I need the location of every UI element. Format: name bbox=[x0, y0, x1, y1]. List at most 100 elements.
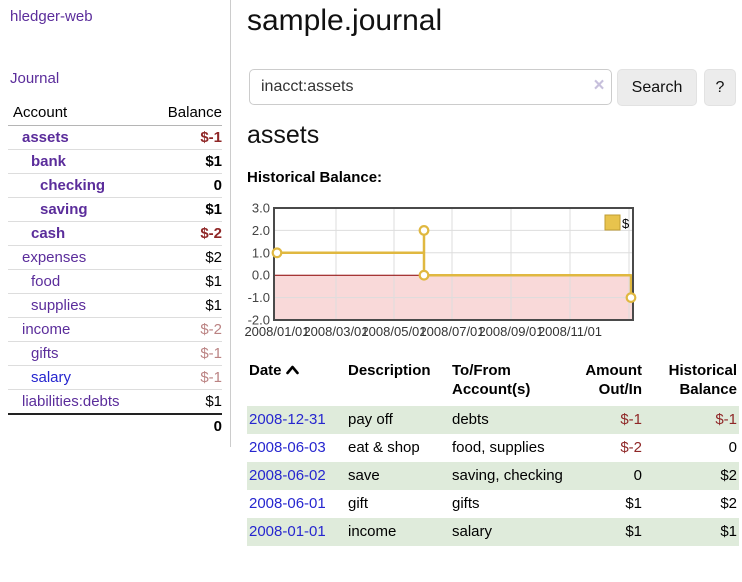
account-row-bank: bank $1 bbox=[8, 149, 222, 174]
account-balance: $-1 bbox=[147, 125, 222, 150]
register-table: Date Description To/From Account(s) Amou… bbox=[247, 359, 739, 546]
account-balance: $1 bbox=[147, 269, 222, 294]
register-date-link[interactable]: 2008-01-01 bbox=[249, 523, 326, 540]
register-balance: $2 bbox=[720, 467, 737, 484]
account-balance: $1 bbox=[147, 149, 222, 174]
account-heading: assets bbox=[247, 121, 320, 149]
account-link-bank[interactable]: bank bbox=[31, 153, 67, 170]
page-title: sample.journal bbox=[247, 4, 443, 37]
register-accounts: food, supplies bbox=[452, 439, 545, 456]
account-link-food[interactable]: food bbox=[31, 273, 61, 290]
account-row-liabilities-debts: liabilities:debts $1 bbox=[8, 389, 222, 415]
chart-balance-line bbox=[277, 229, 633, 298]
account-link-supplies[interactable]: supplies bbox=[31, 297, 87, 314]
account-balance: $-2 bbox=[147, 317, 222, 342]
chart-border bbox=[273, 207, 634, 321]
app-title-link[interactable]: hledger-web bbox=[10, 8, 93, 25]
account-link-liabilities-debts[interactable]: liabilities:debts bbox=[22, 393, 120, 410]
account-balance: 0 bbox=[147, 173, 222, 198]
account-balance: $-1 bbox=[147, 341, 222, 366]
sort-ascending-icon bbox=[285, 361, 299, 380]
register-description: gift bbox=[348, 495, 369, 512]
description-column-header: Description bbox=[348, 362, 431, 379]
help-button[interactable]: ? bbox=[704, 69, 736, 106]
account-link-cash[interactable]: cash bbox=[31, 225, 66, 242]
account-row-supplies: supplies $1 bbox=[8, 293, 222, 318]
account-balance: $-2 bbox=[147, 221, 222, 246]
chart-legend: $ bbox=[604, 214, 630, 231]
clear-search-icon[interactable]: × bbox=[593, 75, 605, 96]
account-row-expenses: expenses $2 bbox=[8, 245, 222, 270]
register-balance: $2 bbox=[720, 495, 737, 512]
date-column-header[interactable]: Date bbox=[247, 359, 346, 406]
register-balance: $-1 bbox=[715, 411, 737, 428]
account-link-assets[interactable]: assets bbox=[22, 129, 69, 146]
account-link-checking[interactable]: checking bbox=[40, 177, 106, 194]
balance-column-header: Balance bbox=[147, 102, 222, 126]
account-row-income: income $-2 bbox=[8, 317, 222, 342]
account-balance: $1 bbox=[147, 293, 222, 318]
register-amount: $1 bbox=[625, 523, 642, 540]
account-row-checking: checking 0 bbox=[8, 173, 222, 198]
register-accounts: gifts bbox=[452, 495, 480, 512]
account-row-food: food $1 bbox=[8, 269, 222, 294]
accounts-total-row: 0 bbox=[8, 413, 222, 438]
svg-text:2008/01/01: 2008/01/01 bbox=[244, 324, 309, 339]
svg-text:-2.0: -2.0 bbox=[248, 313, 270, 328]
account-link-saving[interactable]: saving bbox=[40, 201, 88, 218]
svg-text:0.0: 0.0 bbox=[252, 268, 270, 283]
register-balance: 0 bbox=[728, 439, 737, 456]
legend-series-label: $ bbox=[622, 216, 630, 231]
account-balance: $2 bbox=[147, 245, 222, 270]
account-link-salary[interactable]: salary bbox=[31, 369, 72, 386]
amount-column-header: Amount Out/In bbox=[585, 362, 642, 398]
accounts-table-header: Account Balance bbox=[8, 102, 222, 126]
svg-text:2.0: 2.0 bbox=[252, 223, 270, 238]
search-button[interactable]: Search bbox=[617, 69, 697, 106]
chart-data-points bbox=[271, 224, 637, 303]
svg-text:2008/07/01: 2008/07/01 bbox=[419, 324, 484, 339]
register-row: 2008-12-31 pay off debts $-1 $-1 bbox=[247, 406, 739, 434]
svg-text:2008/05/01: 2008/05/01 bbox=[361, 324, 426, 339]
register-header-row: Date Description To/From Account(s) Amou… bbox=[247, 359, 739, 406]
register-description: save bbox=[348, 467, 380, 484]
svg-text:2008/11/01: 2008/11/01 bbox=[538, 324, 602, 339]
account-link-gifts[interactable]: gifts bbox=[31, 345, 59, 362]
historical-balance-chart: $ 3.0 2.0 1.0 0.0 -1.0 -2.0 2008/01/01 2… bbox=[243, 201, 643, 343]
chart-canvas: $ 3.0 2.0 1.0 0.0 -1.0 -2.0 2008/01/01 2… bbox=[244, 201, 637, 339]
account-link-income[interactable]: income bbox=[22, 321, 71, 338]
register-accounts: salary bbox=[452, 523, 493, 540]
chart-heading: Historical Balance: bbox=[247, 169, 383, 186]
account-link-expenses[interactable]: expenses bbox=[22, 249, 87, 266]
register-date-link[interactable]: 2008-06-01 bbox=[249, 495, 326, 512]
svg-text:1.0: 1.0 bbox=[252, 245, 270, 260]
sidebar-item-journal[interactable]: Journal bbox=[10, 70, 60, 87]
chart-y-axis: 3.0 2.0 1.0 0.0 -1.0 -2.0 bbox=[248, 201, 270, 328]
account-row-saving: saving $1 bbox=[8, 197, 222, 222]
date-header-label: Date bbox=[249, 362, 282, 379]
search-input[interactable] bbox=[249, 69, 612, 105]
register-date-link[interactable]: 2008-12-31 bbox=[249, 411, 326, 428]
register-row: 2008-06-02 save saving, checking 0 $2 bbox=[247, 462, 739, 490]
svg-text:3.0: 3.0 bbox=[252, 201, 270, 216]
register-amount: $1 bbox=[625, 495, 642, 512]
account-balance: $-1 bbox=[147, 365, 222, 390]
accounts-balance-table: Account Balance assets $-1 bank $1 check… bbox=[8, 102, 222, 438]
register-date-link[interactable]: 2008-06-03 bbox=[249, 439, 326, 456]
account-row-gifts: gifts $-1 bbox=[8, 341, 222, 366]
svg-text:2008/03/01: 2008/03/01 bbox=[303, 324, 368, 339]
register-description: eat & shop bbox=[348, 439, 420, 456]
register-accounts: debts bbox=[452, 411, 489, 428]
svg-text:-1.0: -1.0 bbox=[248, 290, 270, 305]
register-row: 2008-06-01 gift gifts $1 $2 bbox=[247, 490, 739, 518]
account-column-header: Account bbox=[8, 102, 148, 126]
accounts-column-header: To/From Account(s) bbox=[452, 362, 531, 398]
register-accounts: saving, checking bbox=[452, 467, 563, 484]
account-row-assets: assets $-1 bbox=[8, 125, 222, 150]
balance-column-header: Historical Balance bbox=[668, 362, 737, 398]
register-date-link[interactable]: 2008-06-02 bbox=[249, 467, 326, 484]
register-row: 2008-06-03 eat & shop food, supplies $-2… bbox=[247, 434, 739, 462]
register-amount: 0 bbox=[633, 467, 642, 484]
sidebar: hledger-web Journal Account Balance asse… bbox=[0, 0, 231, 447]
svg-text:2008/09/01: 2008/09/01 bbox=[478, 324, 543, 339]
